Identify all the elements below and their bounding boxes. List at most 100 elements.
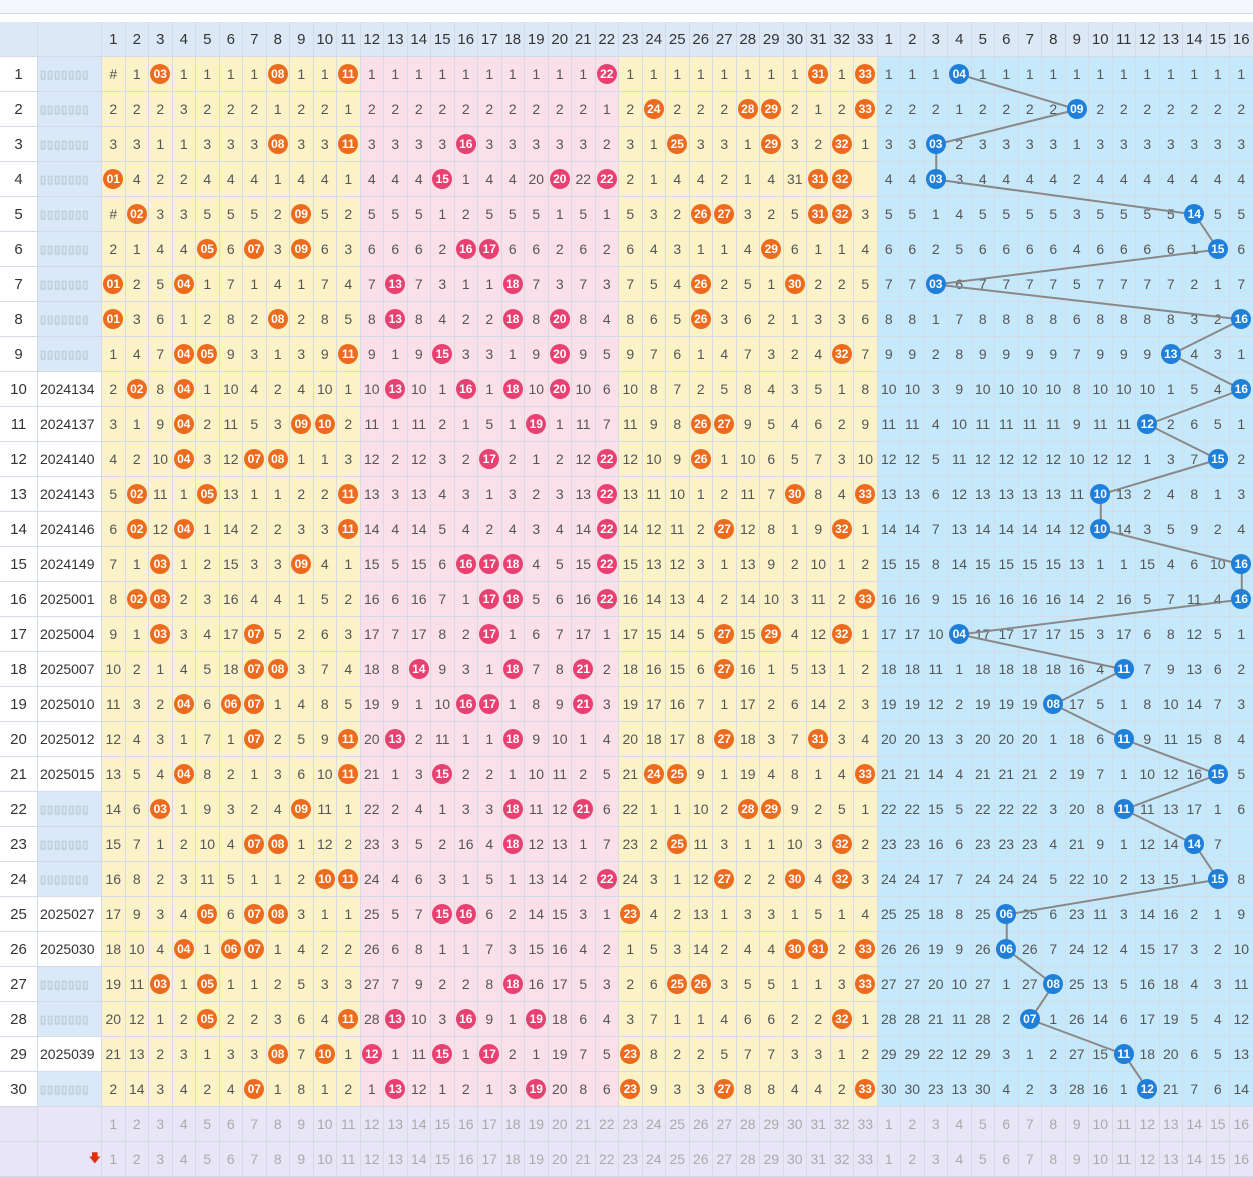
footer-red-30[interactable]: 30 — [783, 1142, 807, 1177]
footer-red-21[interactable]: 21 — [572, 1142, 596, 1177]
footer-red-21[interactable]: 21 — [572, 1107, 596, 1142]
footer-blue-10[interactable]: 10 — [1089, 1142, 1113, 1177]
footer-blue-4[interactable]: 4 — [948, 1107, 972, 1142]
footer-red-20[interactable]: 20 — [548, 1107, 572, 1142]
footer-red-25[interactable]: 25 — [666, 1142, 690, 1177]
footer-red-9[interactable]: 9 — [290, 1142, 314, 1177]
footer-red-13[interactable]: 13 — [384, 1142, 408, 1177]
footer-red-31[interactable]: 31 — [807, 1107, 831, 1142]
footer-red-22[interactable]: 22 — [595, 1142, 619, 1177]
red-miss-count: 1 — [854, 512, 878, 547]
footer-blue-11[interactable]: 11 — [1112, 1142, 1136, 1177]
footer-red-6[interactable]: 6 — [219, 1142, 243, 1177]
footer-red-6[interactable]: 6 — [219, 1107, 243, 1142]
footer-red-23[interactable]: 23 — [619, 1107, 643, 1142]
footer-red-19[interactable]: 19 — [525, 1142, 549, 1177]
footer-blue-2[interactable]: 2 — [901, 1107, 925, 1142]
footer-red-12[interactable]: 12 — [360, 1107, 384, 1142]
footer-red-1[interactable]: 1 — [102, 1107, 126, 1142]
footer-blue-1[interactable]: 1 — [877, 1142, 901, 1177]
footer-red-8[interactable]: 8 — [266, 1142, 290, 1177]
footer-blue-7[interactable]: 7 — [1018, 1107, 1042, 1142]
footer-red-18[interactable]: 18 — [501, 1142, 525, 1177]
footer-blue-2[interactable]: 2 — [901, 1142, 925, 1177]
footer-blue-10[interactable]: 10 — [1089, 1107, 1113, 1142]
footer-blue-16[interactable]: 16 — [1230, 1142, 1253, 1177]
footer-red-2[interactable]: 2 — [125, 1142, 149, 1177]
footer-red-7[interactable]: 7 — [243, 1107, 267, 1142]
footer-red-7[interactable]: 7 — [243, 1142, 267, 1177]
footer-red-24[interactable]: 24 — [642, 1142, 666, 1177]
footer-red-27[interactable]: 27 — [713, 1107, 737, 1142]
footer-blue-5[interactable]: 5 — [971, 1107, 995, 1142]
footer-blue-3[interactable]: 3 — [924, 1142, 948, 1177]
footer-red-30[interactable]: 30 — [783, 1107, 807, 1142]
footer-red-8[interactable]: 8 — [266, 1107, 290, 1142]
footer-red-19[interactable]: 19 — [525, 1107, 549, 1142]
footer-red-32[interactable]: 32 — [830, 1142, 854, 1177]
footer-red-2[interactable]: 2 — [125, 1107, 149, 1142]
footer-red-17[interactable]: 17 — [478, 1142, 502, 1177]
footer-red-20[interactable]: 20 — [548, 1142, 572, 1177]
footer-red-22[interactable]: 22 — [595, 1107, 619, 1142]
footer-red-10[interactable]: 10 — [313, 1107, 337, 1142]
footer-red-16[interactable]: 16 — [454, 1107, 478, 1142]
footer-red-26[interactable]: 26 — [689, 1107, 713, 1142]
footer-red-5[interactable]: 5 — [196, 1142, 220, 1177]
footer-red-28[interactable]: 28 — [736, 1107, 760, 1142]
footer-red-32[interactable]: 32 — [830, 1107, 854, 1142]
footer-red-24[interactable]: 24 — [642, 1107, 666, 1142]
footer-blue-12[interactable]: 12 — [1136, 1107, 1160, 1142]
footer-red-17[interactable]: 17 — [478, 1107, 502, 1142]
footer-red-10[interactable]: 10 — [313, 1142, 337, 1177]
footer-red-27[interactable]: 27 — [713, 1142, 737, 1177]
footer-red-29[interactable]: 29 — [760, 1142, 784, 1177]
footer-blue-8[interactable]: 8 — [1042, 1107, 1066, 1142]
footer-red-14[interactable]: 14 — [407, 1142, 431, 1177]
footer-red-15[interactable]: 15 — [431, 1142, 455, 1177]
footer-red-14[interactable]: 14 — [407, 1107, 431, 1142]
footer-red-28[interactable]: 28 — [736, 1142, 760, 1177]
footer-blue-15[interactable]: 15 — [1206, 1107, 1230, 1142]
footer-blue-5[interactable]: 5 — [971, 1142, 995, 1177]
footer-blue-12[interactable]: 12 — [1136, 1142, 1160, 1177]
footer-red-15[interactable]: 15 — [431, 1107, 455, 1142]
footer-red-3[interactable]: 3 — [149, 1107, 173, 1142]
footer-red-23[interactable]: 23 — [619, 1142, 643, 1177]
footer-red-31[interactable]: 31 — [807, 1142, 831, 1177]
footer-red-5[interactable]: 5 — [196, 1107, 220, 1142]
footer-red-29[interactable]: 29 — [760, 1107, 784, 1142]
footer-red-13[interactable]: 13 — [384, 1107, 408, 1142]
footer-red-12[interactable]: 12 — [360, 1142, 384, 1177]
footer-red-26[interactable]: 26 — [689, 1142, 713, 1177]
footer-blue-9[interactable]: 9 — [1065, 1142, 1089, 1177]
footer-red-18[interactable]: 18 — [501, 1107, 525, 1142]
footer-red-1[interactable]: 1 — [102, 1142, 126, 1177]
footer-blue-14[interactable]: 14 — [1183, 1142, 1207, 1177]
footer-blue-13[interactable]: 13 — [1159, 1107, 1183, 1142]
footer-blue-11[interactable]: 11 — [1112, 1107, 1136, 1142]
footer-red-33[interactable]: 33 — [854, 1142, 878, 1177]
footer-red-9[interactable]: 9 — [290, 1107, 314, 1142]
arrow-down-icon[interactable]: 🡇 — [88, 1150, 101, 1165]
footer-blue-3[interactable]: 3 — [924, 1107, 948, 1142]
footer-blue-1[interactable]: 1 — [877, 1107, 901, 1142]
footer-red-11[interactable]: 11 — [337, 1142, 361, 1177]
footer-red-16[interactable]: 16 — [454, 1142, 478, 1177]
footer-blue-6[interactable]: 6 — [995, 1142, 1019, 1177]
footer-blue-6[interactable]: 6 — [995, 1107, 1019, 1142]
footer-red-3[interactable]: 3 — [149, 1142, 173, 1177]
footer-red-11[interactable]: 11 — [337, 1107, 361, 1142]
footer-blue-9[interactable]: 9 — [1065, 1107, 1089, 1142]
footer-red-33[interactable]: 33 — [854, 1107, 878, 1142]
footer-blue-8[interactable]: 8 — [1042, 1142, 1066, 1177]
footer-blue-14[interactable]: 14 — [1183, 1107, 1207, 1142]
footer-blue-15[interactable]: 15 — [1206, 1142, 1230, 1177]
footer-red-4[interactable]: 4 — [172, 1107, 196, 1142]
footer-blue-7[interactable]: 7 — [1018, 1142, 1042, 1177]
footer-blue-4[interactable]: 4 — [948, 1142, 972, 1177]
footer-blue-16[interactable]: 16 — [1230, 1107, 1253, 1142]
footer-red-25[interactable]: 25 — [666, 1107, 690, 1142]
footer-blue-13[interactable]: 13 — [1159, 1142, 1183, 1177]
footer-red-4[interactable]: 4 — [172, 1142, 196, 1177]
